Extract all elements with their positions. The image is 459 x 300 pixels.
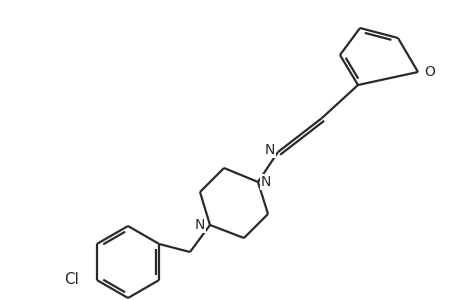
Text: Cl: Cl xyxy=(64,272,78,287)
Text: N: N xyxy=(195,218,205,232)
Text: N: N xyxy=(264,143,274,157)
Text: N: N xyxy=(260,175,271,189)
Text: O: O xyxy=(424,65,435,79)
